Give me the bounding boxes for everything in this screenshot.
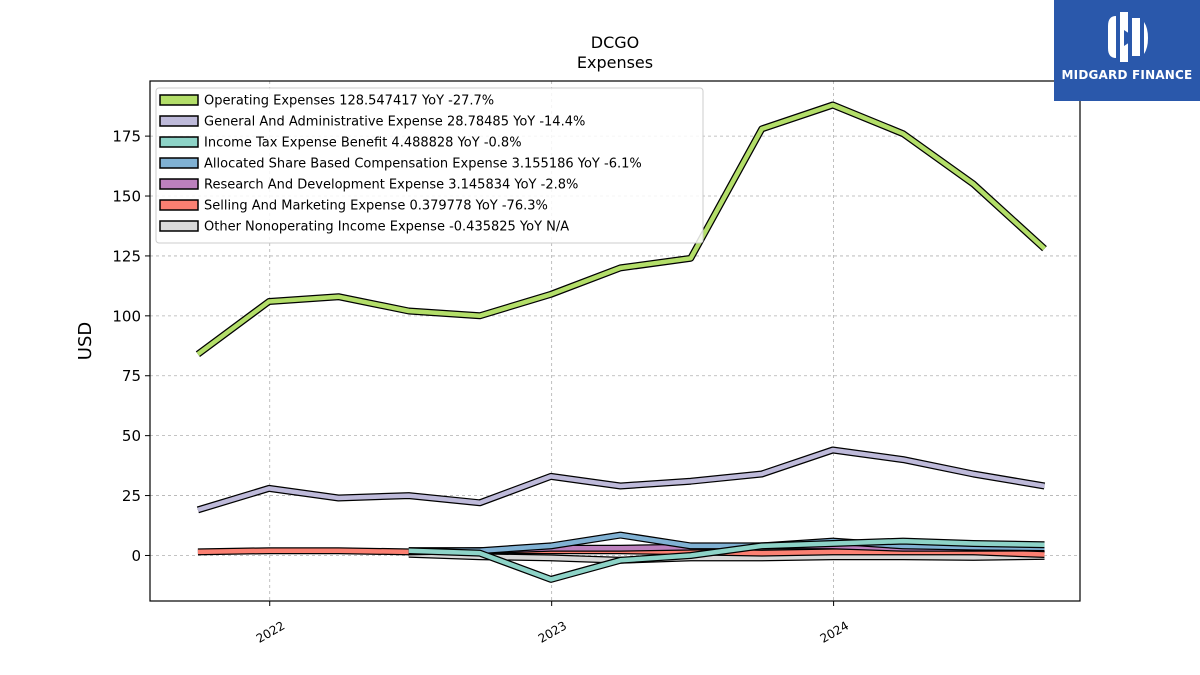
legend-item: Other Nonoperating Income Expense -0.435…	[159, 220, 569, 235]
series-other-nonoperating-income-expense	[408, 550, 1045, 564]
legend-item: General And Administrative Expense 28.78…	[159, 115, 585, 130]
chart-title: DCGO	[591, 33, 639, 52]
brand-logo: MIDGARD FINANCE	[1054, 0, 1200, 101]
legend-label: Research And Development Expense 3.14583…	[204, 178, 578, 193]
legend-box	[155, 87, 704, 244]
y-tick-label: 125	[112, 247, 141, 265]
legend-swatch	[159, 136, 199, 148]
legend-label: Operating Expenses 128.547417 YoY -27.7%	[204, 94, 494, 109]
brand-name: MIDGARD FINANCE	[1061, 68, 1193, 82]
series-operating-expenses	[195, 101, 1047, 358]
legend-swatch	[159, 115, 199, 127]
series-line	[196, 102, 1047, 357]
legend-swatch	[159, 220, 199, 232]
y-tick-label: 75	[122, 367, 141, 385]
series-line	[197, 447, 1045, 513]
legend-swatch	[159, 157, 199, 169]
y-tick-label: 150	[112, 188, 141, 206]
y-tick-label: 100	[112, 307, 141, 325]
plot-frame	[149, 80, 1081, 602]
y-axis: 0 25 50 75 100 125 150 175	[112, 128, 150, 565]
x-tick-label: 2023	[536, 618, 569, 645]
legend: Operating Expenses 128.547417 YoY -27.7%…	[155, 87, 704, 244]
legend-item: Operating Expenses 128.547417 YoY -27.7%	[159, 94, 494, 109]
legend-label: Selling And Marketing Expense 0.379778 Y…	[204, 199, 548, 214]
series-line	[408, 538, 1045, 582]
series-line	[408, 552, 1045, 563]
series-line	[408, 532, 1045, 553]
y-tick-label: 25	[122, 487, 141, 505]
series-general-and-administrative-expense	[196, 446, 1046, 514]
legend-swatch	[159, 94, 199, 106]
x-tick-label: 2022	[254, 618, 287, 645]
y-tick-label: 50	[122, 427, 141, 445]
y-tick-label: 175	[112, 128, 141, 146]
legend-label: Other Nonoperating Income Expense -0.435…	[204, 220, 569, 235]
legend-label: General And Administrative Expense 28.78…	[204, 115, 585, 130]
legend-swatch	[159, 178, 199, 190]
brand-mark-icon	[1108, 12, 1148, 62]
x-tick-label: 2024	[818, 618, 851, 645]
series-income-tax-expense-benefit	[408, 537, 1045, 583]
legend-item: Income Tax Expense Benefit 4.488828 YoY …	[159, 136, 522, 151]
x-axis: 2022 2023 2024	[254, 601, 851, 646]
series-outline	[196, 446, 1046, 514]
legend-item: Research And Development Expense 3.14583…	[159, 178, 578, 193]
chart-subtitle: Expenses	[577, 53, 653, 72]
legend-swatch	[159, 199, 199, 211]
series-group	[195, 101, 1047, 583]
legend-item: Selling And Marketing Expense 0.379778 Y…	[159, 199, 548, 214]
legend-label: Allocated Share Based Compensation Expen…	[204, 157, 642, 172]
y-tick-label: 0	[131, 547, 141, 565]
y-axis-label: USD	[75, 322, 96, 360]
legend-label: Income Tax Expense Benefit 4.488828 YoY …	[204, 136, 522, 151]
series-allocated-share-based-compensation-expense	[408, 531, 1045, 555]
legend-item: Allocated Share Based Compensation Expen…	[159, 157, 642, 172]
